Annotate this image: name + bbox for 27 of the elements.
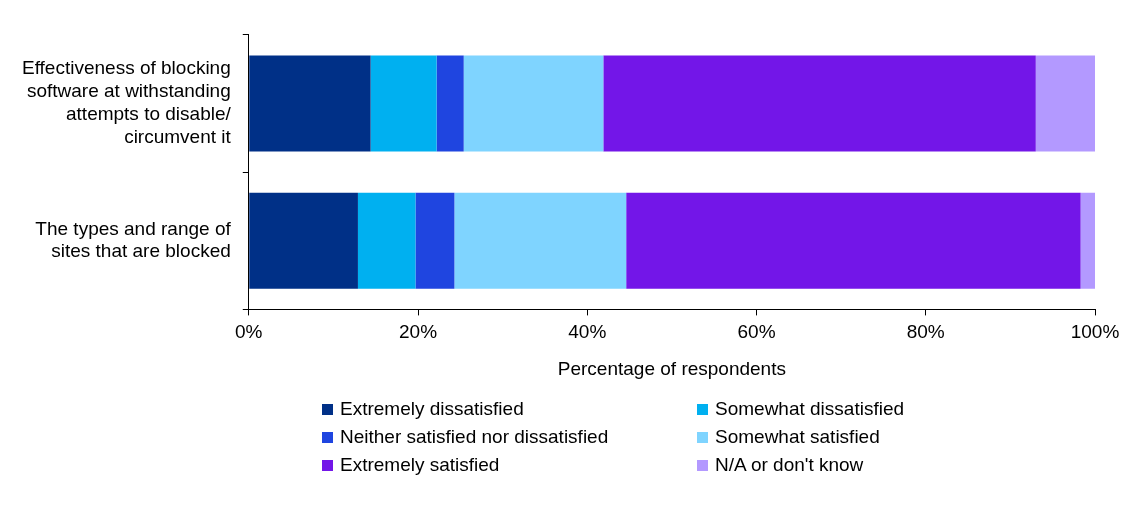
- x-axis-title: Percentage of respondents: [557, 357, 786, 379]
- bar: [1080, 192, 1095, 289]
- bar: [249, 55, 371, 152]
- bar: [249, 192, 358, 289]
- legend-label: Neither satisfied nor dissatisfied: [340, 426, 609, 448]
- bar: [626, 192, 1081, 289]
- bar: [463, 55, 604, 152]
- bar: [603, 55, 1036, 152]
- legend-label: N/A or don't know: [715, 454, 864, 476]
- bar: [454, 192, 627, 289]
- legend-label: Somewhat satisfied: [715, 426, 880, 448]
- bar: [436, 55, 464, 152]
- bar: [415, 192, 455, 289]
- y-tick-label: Effectiveness of blocking software at withstanding attempts to disable/ circumvent it: [21, 57, 232, 147]
- x-tick-label: 0%: [235, 321, 263, 343]
- x-tick-label: 20%: [399, 321, 438, 343]
- x-tick-label: 80%: [906, 321, 945, 343]
- x-tick-label: 60%: [737, 321, 776, 343]
- bar: [357, 192, 416, 289]
- legend-label: Extremely satisfied: [340, 454, 500, 476]
- legend-label: Extremely dissatisfied: [340, 398, 524, 420]
- legend-label: Somewhat dissatisfied: [715, 398, 905, 420]
- y-tick-label: The types and range of sites that are blocked: [35, 217, 232, 262]
- x-tick-label: 100%: [1070, 321, 1120, 343]
- bar: [370, 55, 437, 152]
- bar: [1035, 55, 1095, 152]
- x-tick-label: 40%: [568, 321, 607, 343]
